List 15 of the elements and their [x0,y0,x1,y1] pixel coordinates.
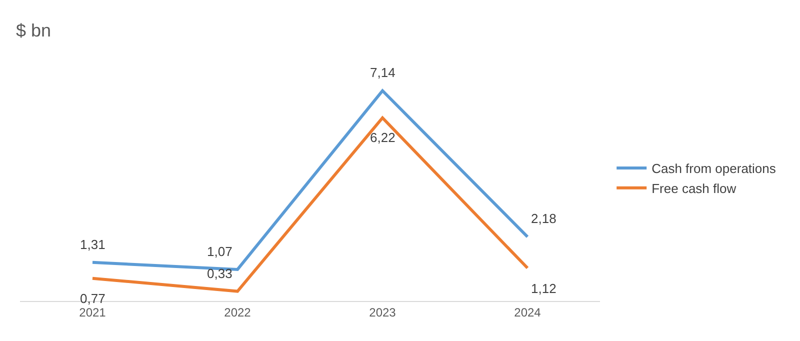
x-tick-label: 2021 [79,305,106,320]
data-label: 2,18 [531,211,556,226]
data-label: 6,22 [370,130,396,145]
chart-title: $ bn [16,20,52,40]
x-tick-label: 2024 [514,305,542,320]
data-label: 0,77 [80,291,106,306]
x-tick-label: 2023 [369,305,396,320]
data-label: 1,31 [80,237,106,252]
data-label: 1,12 [531,281,556,296]
data-label: 7,14 [370,65,396,80]
data-label: 1,07 [207,244,232,259]
x-tick-label: 2022 [224,305,252,320]
legend-label: Free cash flow [652,180,737,196]
data-label: 0,33 [207,266,232,281]
legend-label: Cash from operations [652,161,776,176]
